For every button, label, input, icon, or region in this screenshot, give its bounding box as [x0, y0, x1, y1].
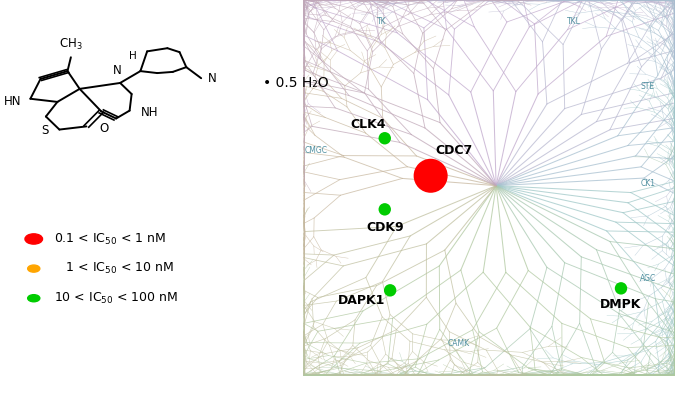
Circle shape	[28, 295, 40, 302]
Point	[385, 287, 396, 293]
Text: S: S	[41, 124, 48, 137]
Text: AGC: AGC	[640, 274, 656, 283]
Text: H: H	[130, 51, 137, 61]
Text: 1 < IC$_{50}$ < 10 nM: 1 < IC$_{50}$ < 10 nM	[54, 261, 174, 276]
Text: • 0.5 H₂O: • 0.5 H₂O	[263, 76, 329, 90]
Text: TK: TK	[377, 17, 386, 26]
Text: 10 < IC$_{50}$ < 100 nM: 10 < IC$_{50}$ < 100 nM	[54, 291, 178, 306]
Point	[616, 285, 626, 292]
Text: CAMK: CAMK	[448, 339, 470, 348]
Point	[379, 206, 390, 213]
Text: CMGC: CMGC	[304, 146, 327, 154]
Text: N: N	[113, 64, 121, 77]
Text: TKL: TKL	[567, 17, 580, 26]
Text: O: O	[99, 122, 109, 135]
Text: STE: STE	[641, 83, 655, 91]
Text: DAPK1: DAPK1	[338, 294, 385, 307]
Text: 0.1 < IC$_{50}$ < 1 nM: 0.1 < IC$_{50}$ < 1 nM	[54, 231, 166, 246]
Text: CDC7: CDC7	[435, 144, 472, 156]
Text: N: N	[208, 72, 217, 85]
Text: CDK9: CDK9	[366, 221, 404, 233]
Text: DMPK: DMPK	[600, 298, 642, 310]
Text: CK1: CK1	[641, 179, 655, 188]
Point	[425, 173, 436, 179]
Point	[379, 135, 390, 141]
Circle shape	[28, 265, 40, 272]
Text: NH: NH	[140, 106, 158, 119]
Text: CLK4: CLK4	[350, 118, 385, 131]
Text: HN: HN	[3, 96, 21, 108]
Circle shape	[25, 234, 43, 244]
Text: CH$_3$: CH$_3$	[59, 37, 83, 52]
